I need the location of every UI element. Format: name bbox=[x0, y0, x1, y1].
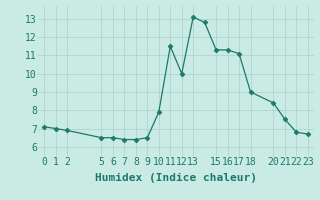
X-axis label: Humidex (Indice chaleur): Humidex (Indice chaleur) bbox=[95, 173, 257, 183]
